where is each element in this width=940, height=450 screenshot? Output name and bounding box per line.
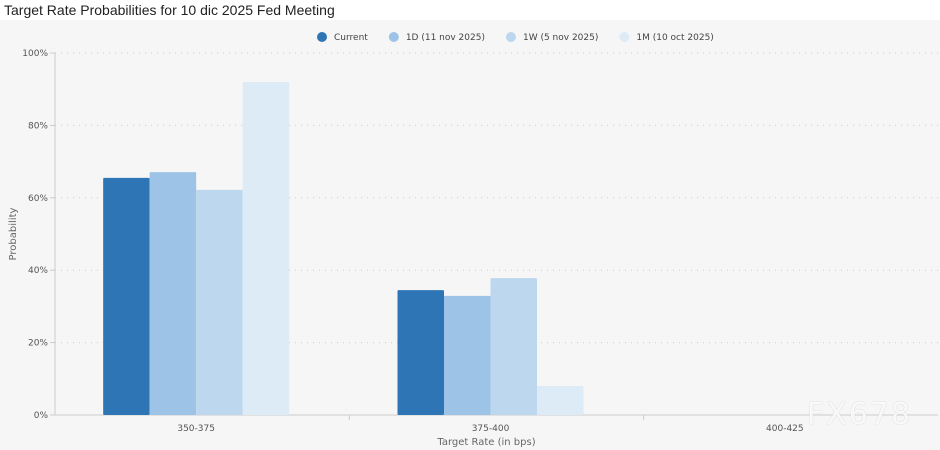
bar-current [397,290,444,415]
x-axis-title: Target Rate (in bps) [436,437,535,448]
chart-title: Target Rate Probabilities for 10 dic 202… [4,2,335,18]
bar-1m [537,386,584,415]
y-tick-label: 40% [28,266,48,276]
bar-1w [490,278,537,415]
x-tick-label: 350-375 [177,424,215,434]
legend-item: Current [334,33,368,43]
legend-marker [619,32,630,42]
bar-1m [242,81,290,416]
x-tick-label: 375-400 [472,424,510,434]
y-tick-label: 0% [34,411,49,421]
y-tick-label: 100% [22,49,48,59]
legend-item: 1W (5 nov 2025) [523,33,598,43]
chart-area: 0% 20% 40% 60% 80% 100% Probability Target Rate… [0,20,940,450]
y-tick-label: 20% [28,339,48,349]
bar-chart: 0% 20% 40% 60% 80% 100% Probability Target Rate… [8,32,938,448]
legend-item: 1D (11 nov 2025) [406,33,485,43]
legend-marker [505,32,516,42]
y-tick-label: 80% [28,121,48,131]
y-tick-label: 60% [28,194,48,204]
bar-1d [444,295,491,415]
x-tick-label: 400-425 [766,424,804,434]
y-axis-title: Probability [8,207,19,260]
bar-1d [149,172,197,415]
bar-1w [196,189,243,415]
bar-current [103,177,150,415]
legend-item: 1M (10 oct 2025) [636,33,713,43]
watermark: FX678 [806,397,912,432]
legend-marker [388,32,399,42]
legend-marker [317,32,327,42]
